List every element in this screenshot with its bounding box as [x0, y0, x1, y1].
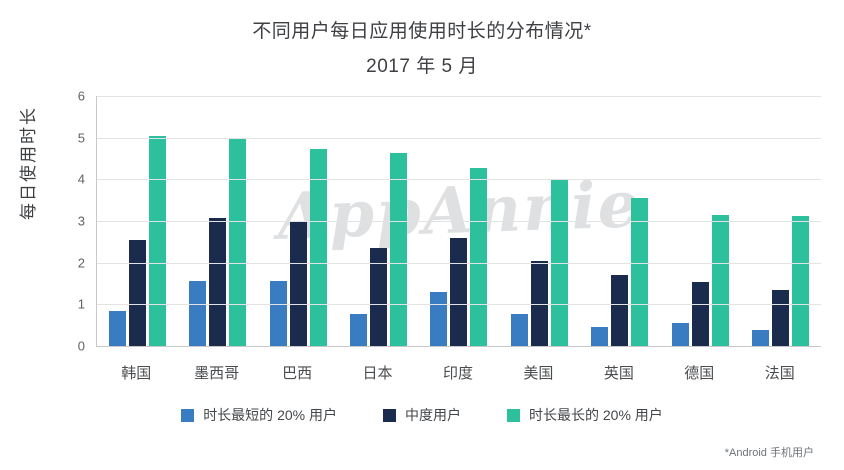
y-axis-label: 每日使用时长: [19, 106, 38, 220]
bar-series1-印度: [430, 291, 448, 346]
legend: 时长最短的 20% 用户 中度用户 时长最长的 20% 用户: [0, 405, 844, 425]
bar-series1-日本: [350, 313, 368, 346]
footnote: *Android 手机用户: [724, 447, 814, 459]
y-tick-label-1: 1: [77, 296, 85, 312]
x-tick-label-9: 法国: [764, 365, 795, 382]
bar-series2-韩国: [128, 239, 146, 346]
bar-series2-巴西: [289, 221, 307, 346]
bar-group-2: [177, 96, 257, 346]
y-tick-label-2: 2: [77, 255, 85, 271]
bar-series2-日本: [370, 248, 388, 346]
legend-swatch-icon: [383, 408, 396, 422]
bar-series1-美国: [510, 313, 528, 346]
chart-title: 不同用户每日应用使用时长的分布情况*: [252, 21, 592, 42]
bar-group-7: [580, 96, 660, 346]
x-tick-label-7: 英国: [603, 365, 634, 382]
bar-series1-韩国: [108, 310, 126, 346]
y-tick-label-4: 4: [77, 171, 85, 187]
legend-item-2: 中度用户: [383, 405, 461, 425]
bar-series2-德国: [691, 282, 709, 346]
legend-label: 时长最短的 20% 用户: [203, 407, 337, 423]
legend-swatch-icon: [181, 408, 195, 422]
bar-series2-法国: [772, 289, 790, 346]
gridline-y-2: [97, 262, 821, 264]
x-tick-label-6: 美国: [523, 365, 554, 382]
bar-series3-日本: [390, 153, 408, 346]
bar-series3-韩国: [148, 135, 166, 346]
bar-groups: [97, 96, 821, 346]
gridline-y-6: [97, 96, 821, 97]
legend-swatch-icon: [507, 408, 520, 422]
legend-item-3: 时长最长的 20% 用户: [507, 405, 663, 425]
legend-label: 中度用户: [405, 407, 461, 423]
x-axis-category-labels: 韩国 墨西哥 巴西 日本 印度 美国 英国 德国 法国: [96, 362, 820, 383]
bar-series1-法国: [752, 330, 770, 346]
bar-series3-德国: [711, 215, 729, 346]
bar-series2-英国: [611, 275, 629, 346]
x-tick-label-3: 巴西: [282, 365, 313, 382]
x-tick-label-8: 德国: [684, 365, 715, 382]
bar-group-3: [258, 96, 338, 346]
y-tick-label-3: 3: [77, 213, 85, 229]
bar-series2-美国: [530, 260, 548, 346]
bar-series3-英国: [631, 198, 649, 346]
bar-series3-印度: [470, 168, 488, 346]
y-tick-label-6: 6: [77, 88, 85, 104]
x-tick-label-1: 韩国: [121, 365, 152, 382]
bar-series1-德国: [671, 323, 689, 346]
bar-series1-墨西哥: [189, 281, 207, 346]
bar-group-4: [338, 96, 418, 346]
bar-group-1: [97, 96, 177, 346]
x-tick-label-4: 日本: [362, 365, 393, 382]
gridline-y-4: [97, 179, 821, 181]
bar-group-5: [419, 96, 499, 346]
bar-group-9: [741, 96, 821, 346]
gridline-y-1: [97, 304, 821, 306]
x-tick-label-5: 印度: [442, 365, 473, 382]
y-tick-label-5: 5: [77, 130, 85, 146]
legend-label: 时长最长的 20% 用户: [529, 407, 663, 423]
legend-item-1: 时长最短的 20% 用户: [181, 405, 337, 425]
bar-series2-墨西哥: [209, 218, 227, 346]
bar-series3-巴西: [309, 149, 327, 346]
bar-series1-巴西: [269, 280, 287, 346]
gridline-y-3: [97, 221, 821, 222]
bar-series3-墨西哥: [229, 137, 247, 346]
bar-series2-印度: [450, 237, 468, 346]
y-tick-label-0: 0: [77, 338, 85, 354]
bar-group-8: [660, 96, 740, 346]
bar-series3-法国: [792, 216, 810, 346]
gridline-y-5: [97, 137, 821, 139]
bar-series1-英国: [591, 326, 609, 346]
chart-subtitle: 2017 年 5 月: [366, 56, 478, 77]
x-tick-label-2: 墨西哥: [194, 365, 240, 382]
